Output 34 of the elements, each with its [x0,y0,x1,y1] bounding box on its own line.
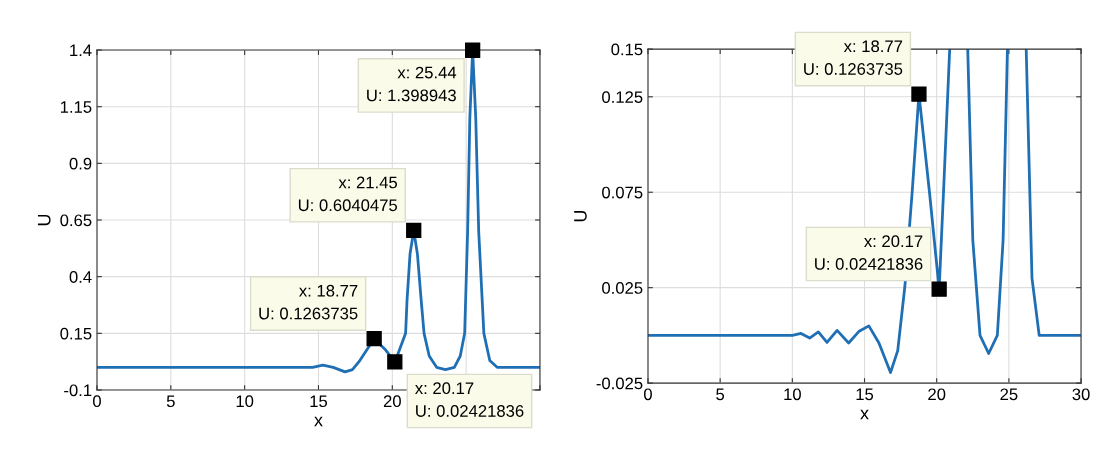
x-tick-label: 10 [784,388,801,401]
y-tick-label: 0.15 [60,327,92,340]
annotation: x: 18.77 U: 0.1263735 [804,40,903,75]
x-tick-label: 5 [716,388,725,401]
y-tick-label: 0.075 [602,186,643,199]
x-tick-label: 0 [643,388,652,401]
y-tick-label: 0.025 [602,282,643,294]
x-tick-label: 5 [166,395,175,408]
y-tick-label: 0.4 [69,271,92,283]
x-tick-label: 20 [383,395,401,408]
y-tick-label: -0.025 [596,377,643,390]
annotation: x: 25.44 U: 1.398943 [367,66,457,102]
annotation: x: 20.17 U: 0.02421836 [415,382,524,417]
x-tick-label: 0 [92,395,101,408]
y-tick-label: 0.125 [602,91,643,104]
y-axis-title: U [37,214,51,226]
x-tick-label: 30 [1072,388,1090,401]
y-tick-label: 0.9 [69,157,92,170]
annotation: x: 18.77 U: 0.1263735 [259,284,358,320]
y-tick-label: -0.1 [64,384,92,397]
x-tick-label: 10 [236,395,254,408]
x-axis-title: x [860,409,869,420]
x-tick-label: 20 [928,388,946,401]
x-axis-title: x [314,416,323,427]
annotation: x: 20.17 U: 0.02421836 [815,235,923,270]
y-tick-label: 0.65 [60,214,92,227]
x-tick-label: 15 [310,395,328,408]
y-tick-label: 1.4 [70,44,92,57]
y-tick-label: 1.15 [60,101,92,113]
x-tick-label: 15 [856,388,874,401]
y-tick-label: 0.15 [611,43,643,56]
x-tick-label: 25 [1000,388,1018,401]
y-axis-title: U [574,210,587,222]
annotation: x: 21.45 U: 0.6040475 [298,176,398,212]
